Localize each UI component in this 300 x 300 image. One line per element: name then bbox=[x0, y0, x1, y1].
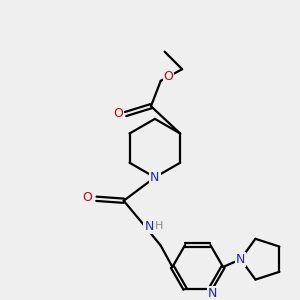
Text: N: N bbox=[144, 220, 154, 232]
Text: N: N bbox=[236, 253, 245, 266]
Text: O: O bbox=[164, 70, 173, 83]
Text: H: H bbox=[154, 221, 163, 231]
Text: N: N bbox=[208, 287, 217, 300]
Text: O: O bbox=[113, 106, 123, 119]
Text: N: N bbox=[150, 171, 160, 184]
Text: O: O bbox=[83, 191, 93, 204]
